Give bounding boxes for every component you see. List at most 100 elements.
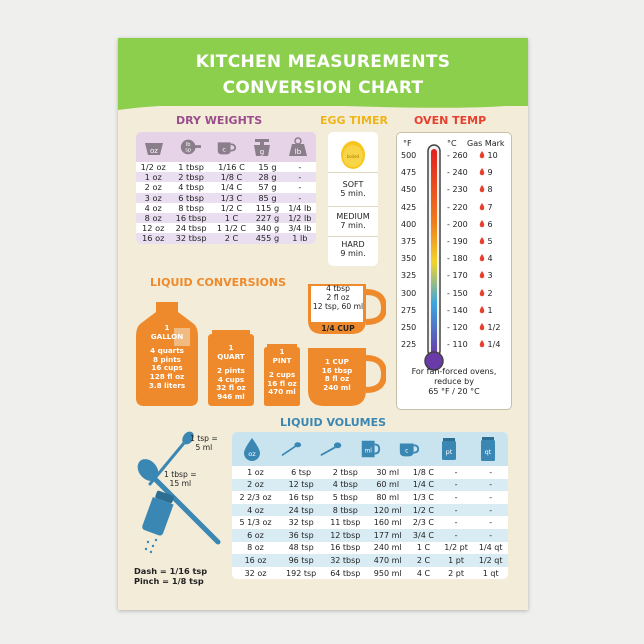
oven-temp-title: OVEN TEMP xyxy=(414,114,487,127)
svg-text:oz: oz xyxy=(150,147,158,155)
oven-celsius: - 240 xyxy=(447,168,468,178)
table-cell: 16 tbsp xyxy=(330,543,361,553)
oven-row: 375 - 190 5 xyxy=(397,237,511,249)
table-cell: 227 g xyxy=(251,212,284,224)
oven-row: 300 - 150 2 xyxy=(397,288,511,301)
oven-row: 425 - 220 7 xyxy=(397,202,511,215)
table-cell: 4 oz xyxy=(232,503,280,517)
liquid-volumes-title: LIQUID VOLUMES xyxy=(280,416,387,429)
flame-icon xyxy=(479,288,485,298)
table-cell: 4 tbsp xyxy=(178,182,204,193)
pan-icon: lb sp xyxy=(179,136,201,158)
flame-icon xyxy=(479,219,485,229)
table-cell: 8 oz xyxy=(247,543,264,553)
table-cell: 12 tsp xyxy=(279,478,324,492)
table-cell: 48 tsp xyxy=(288,543,314,553)
flame-icon xyxy=(479,151,485,160)
table-row: 12 oz 24 tbsp 1 1/2 C 340 g 3/4 lb xyxy=(136,223,316,233)
quarter-cup-icon xyxy=(308,284,386,334)
scoop-icon: oz xyxy=(143,136,165,158)
oven-fahrenheit: 500 xyxy=(401,151,417,160)
table-cell: 1 C xyxy=(211,212,252,224)
flame-icon xyxy=(479,271,485,280)
oven-celsius: - 230 xyxy=(447,185,468,195)
oven-gas-mark: 8 xyxy=(479,185,493,194)
one-cup-icon xyxy=(308,348,386,406)
oven-row: 400 - 200 6 xyxy=(397,219,511,232)
table-cell: 80 ml xyxy=(376,492,400,502)
gallon-jug-icon xyxy=(136,302,198,406)
table-cell: - xyxy=(298,162,302,173)
weight-icon: lb xyxy=(287,136,309,158)
egg-soft: SOFT 5 min. xyxy=(340,180,366,198)
table-cell: 6 tbsp xyxy=(170,192,212,203)
table-cell: 340 g xyxy=(255,223,280,234)
table-cell: 3 oz xyxy=(136,192,171,203)
table-cell: 1/4 C xyxy=(220,182,243,193)
svg-text:c: c xyxy=(405,448,408,455)
table-cell: 12 oz xyxy=(142,223,165,234)
table-row: 1 oz 2 tbsp 1/8 C 28 g- xyxy=(136,172,316,183)
oven-note: For fan-forced ovens, reduce by 65 °F / … xyxy=(411,367,497,396)
flame-icon xyxy=(479,323,485,332)
table-cell: 1 lb xyxy=(283,233,316,244)
oven-row: 250 - 120 1/2 xyxy=(397,323,511,335)
oven-celsius: - 200 xyxy=(447,219,468,229)
table-cell: 6 tsp xyxy=(291,467,312,477)
flame-icon xyxy=(479,168,485,177)
table-cell: - xyxy=(489,518,493,528)
table-cell: - xyxy=(438,503,474,517)
table-row: 1/2 oz 1 tbsp 1/16 C 15 g - xyxy=(136,162,316,172)
table-cell: 120 ml xyxy=(367,503,409,517)
oven-celsius: - 180 xyxy=(447,254,468,264)
table-cell: 2 oz xyxy=(144,182,162,193)
table-cell: 8 tbsp xyxy=(323,503,368,517)
oven-celsius: - 140 xyxy=(447,305,468,315)
oven-gas-mark: 10 xyxy=(479,151,498,160)
thermometer-icon xyxy=(424,144,444,371)
table-cell: - xyxy=(454,492,458,502)
gallon-text: 1 GALLON 4 quarts 8 pints 16 cups 128 fl… xyxy=(148,323,186,390)
oven-fahrenheit: 450 xyxy=(401,185,417,195)
table-cell: 1/2 C xyxy=(408,503,439,517)
tablespoon-icon xyxy=(137,459,221,545)
oven-gas-mark: 5 xyxy=(479,237,493,246)
oven-col-f: °F xyxy=(403,139,412,148)
egg-divider xyxy=(328,172,378,173)
table-cell: 16 tbsp xyxy=(170,212,212,224)
egg-timer-box: boiled SOFT 5 min. MEDIUM 7 min. HARD 9 … xyxy=(328,132,378,266)
table-cell: 16 tsp xyxy=(288,492,314,502)
table-cell: 1 1/2 C xyxy=(216,223,247,234)
oven-row: 225 - 110 1/4 xyxy=(397,340,511,352)
tbsp-conversion: 1 tbsp = 15 ml xyxy=(164,470,197,488)
oven-fahrenheit: 350 xyxy=(401,254,417,264)
oven-temp-panel: °F °C Gas Mark 500- 260 10 475- 240 9 450-… xyxy=(396,132,512,410)
oven-row: 275 - 140 1 xyxy=(397,305,511,318)
oven-fahrenheit: 425 xyxy=(401,202,417,212)
table-cell: 1/2 qt xyxy=(473,554,508,567)
oven-fahrenheit: 225 xyxy=(401,340,417,350)
table-cell: 2 2/3 oz xyxy=(239,492,272,502)
table-cell: 15 g xyxy=(258,162,277,173)
table-cell: 1/2 lb xyxy=(283,212,316,224)
table-cell: 192 tsp xyxy=(286,568,317,578)
svg-text:pt: pt xyxy=(445,448,452,456)
flame-icon xyxy=(479,305,485,315)
table-cell: 1 oz xyxy=(247,467,264,477)
table-cell: 1/2 pt xyxy=(444,543,468,553)
table-cell: 2 C xyxy=(211,233,252,244)
table-row: 32 oz 192 tsp 64 tbsp 950 ml 4 C 2 pt 1 qt xyxy=(232,567,508,580)
table-cell: - xyxy=(454,467,458,477)
table-cell: 11 tbsp xyxy=(330,518,361,528)
egg-hard: HARD 9 min. xyxy=(340,240,366,258)
table-cell: 1/16 C xyxy=(218,162,245,173)
quarter-cup-label: 1/4 CUP xyxy=(321,324,355,333)
table-cell: - xyxy=(283,192,316,203)
table-cell: 1/3 C xyxy=(211,192,252,203)
table-cell: 240 ml xyxy=(373,543,402,553)
table-cell: - xyxy=(438,528,474,542)
table-cell: 36 tsp xyxy=(279,528,324,542)
table-cell: - xyxy=(473,528,508,542)
table-cell: 8 tbsp xyxy=(178,202,204,213)
